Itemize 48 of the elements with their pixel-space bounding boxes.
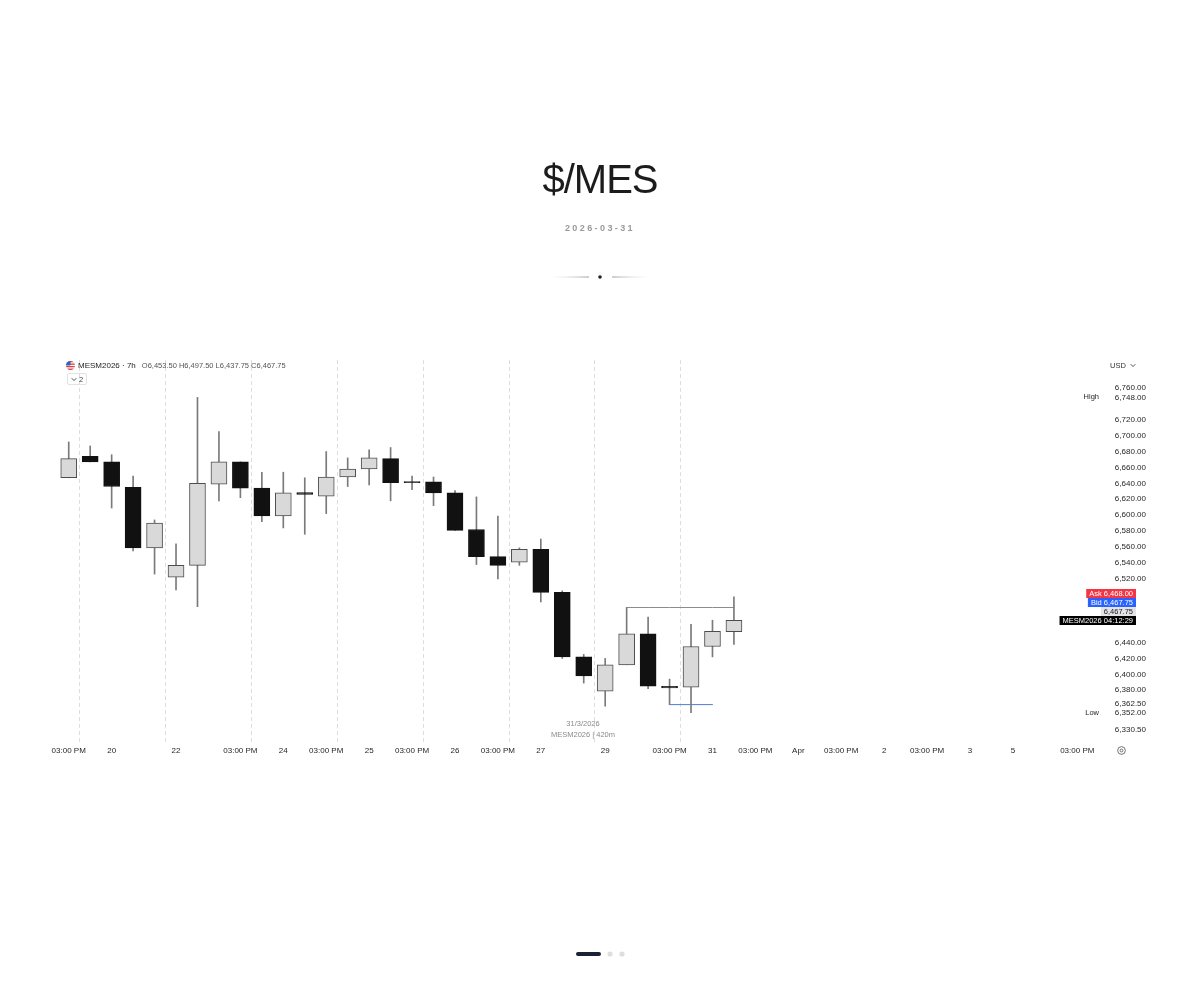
y-tick-label: 6,640.00	[1114, 478, 1147, 488]
x-tick-label: 31	[708, 746, 718, 755]
x-tick-label: 5	[1010, 746, 1016, 755]
x-tick-label: 20	[107, 746, 117, 755]
x-tick-label: 3	[967, 746, 973, 755]
x-tick-label: 29	[600, 746, 611, 755]
y-tick-label: 6,400.00	[1114, 669, 1147, 679]
candlestick	[489, 515, 507, 580]
y-tick-label: 6,760.00	[1114, 383, 1147, 393]
y-tick-label: 6,580.00	[1114, 526, 1147, 536]
y-tick-label: 6,620.00	[1114, 494, 1147, 504]
x-tick-label: 03:00 PM	[51, 746, 87, 755]
y-tick-label: 6,600.00	[1114, 510, 1147, 520]
y-tick-label: 6,352.00	[1114, 707, 1147, 717]
y-tick-label: 6,660.00	[1114, 462, 1147, 472]
x-tick-label: 03:00 PM	[394, 746, 430, 755]
y-tick-label: 6,420.00	[1114, 653, 1147, 663]
x-tick-label: 27	[536, 746, 546, 755]
x-tick-label: 03:00 PM	[909, 746, 945, 755]
x-tick-label: 03:00 PM	[652, 746, 688, 755]
y-tick-label: 6,748.00	[1114, 392, 1147, 402]
x-tick-label: 03:00 PM	[1060, 746, 1095, 755]
x-tick-label: Apr	[792, 746, 805, 755]
x-tick-label: 03:00 PM	[480, 746, 516, 755]
y-tick-label: 6,380.00	[1114, 685, 1147, 695]
x-tick-label: 03:00 PM	[738, 746, 773, 755]
candlestick	[296, 477, 314, 535]
y-tick-label: 6,680.00	[1114, 446, 1147, 456]
y-tick-label: 6,440.00	[1114, 637, 1147, 647]
y-tick-label: 6,560.00	[1114, 542, 1147, 552]
x-tick-label: 25	[364, 746, 375, 755]
y-tick-label: 6,540.00	[1114, 558, 1147, 568]
y-tick-label: 6,520.00	[1114, 574, 1147, 584]
x-tick-label: 2	[881, 746, 887, 755]
x-tick-label: 22	[171, 746, 182, 755]
candlestick	[725, 596, 743, 645]
chart-title: $/MES	[541, 156, 659, 203]
y-tick-label: 6,362.50	[1114, 699, 1147, 709]
chart-subtitle: 2026-03-31	[563, 222, 636, 234]
x-tick-label: 03:00 PM	[309, 746, 344, 755]
x-tick-label: 03:00 PM	[223, 746, 258, 755]
x-tick-label: 26	[450, 746, 460, 755]
x-tick-label: 03:00 PM	[824, 746, 859, 755]
y-tick-label: 6,700.00	[1114, 430, 1147, 440]
annotation: MESM2026 · 7h	[78, 361, 136, 370]
y-tick-label: 6,720.00	[1114, 414, 1147, 424]
x-tick-label: 24	[278, 746, 289, 755]
y-tick-label: 6,330.50	[1114, 724, 1147, 734]
